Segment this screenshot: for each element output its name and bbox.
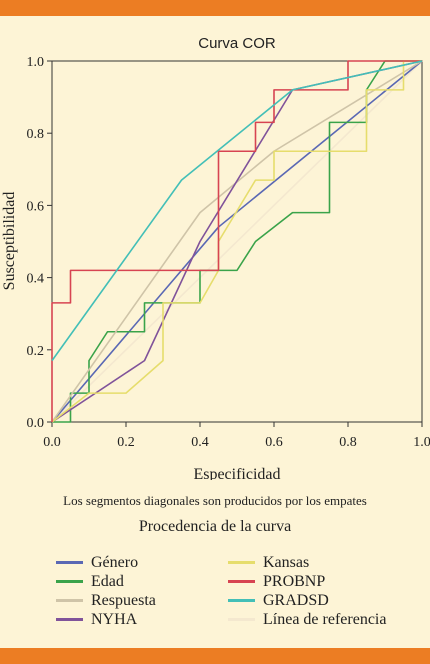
legend-swatch [56, 580, 83, 583]
legend-item-gradsd: GRADSD [228, 591, 329, 610]
top-banner [0, 0, 430, 16]
legend-swatch [228, 561, 255, 564]
legend-item-kansas: Kansas [228, 553, 309, 572]
x-axis-label: Especificidad [193, 466, 280, 480]
legend-item-nyha: NYHA [56, 610, 137, 629]
legend-label: GRADSD [263, 591, 329, 609]
series-line-probnp [51, 60, 422, 422]
legend-label: Género [91, 553, 139, 571]
x-tick-label: 0.4 [191, 435, 209, 450]
legend-title: Procedencia de la curva [138, 518, 292, 535]
x-tick-label: 1.0 [413, 435, 430, 450]
legend-swatch [56, 561, 83, 564]
legend-label: Línea de referencia [263, 610, 387, 628]
y-axis-label: Susceptibilidad [1, 192, 18, 291]
legend-label: Kansas [263, 553, 310, 571]
series-line-linea-de-referencia [51, 60, 423, 423]
legend-swatch [56, 618, 83, 621]
chart-note: Los segmentos diagonales son producidos … [63, 493, 367, 508]
y-tick-label: 0.0 [27, 416, 45, 431]
legend-item-respuesta: Respuesta [56, 591, 156, 610]
x-tick-label: 0.2 [117, 435, 135, 450]
series-line-gradsd [51, 60, 423, 362]
legend-item-probnp: PROBNP [228, 572, 325, 591]
y-tick-label: 0.4 [27, 272, 45, 287]
y-tick-label: 0.2 [27, 344, 45, 359]
chart-title: Curva COR [198, 35, 276, 52]
plot-frame [51, 60, 423, 423]
series-line-kansas [51, 60, 422, 423]
legend-swatch [228, 599, 255, 602]
roc-chart: Curva COR 0.0 0.2 0.4 0.6 0.8 1.0 0.0 0.2 0.4 0.6… [1, 35, 430, 480]
legend-item-genero: Género [56, 553, 138, 572]
x-tick-label: 0.8 [339, 435, 357, 450]
legend-item-linea-de-referencia: Línea de referencia [228, 610, 386, 629]
legend-label: Respuesta [91, 591, 156, 609]
legend-swatch [56, 599, 83, 602]
x-tick-label: 0.0 [43, 435, 61, 450]
legend-label: NYHA [91, 610, 138, 628]
y-tick-label: 1.0 [27, 55, 45, 70]
bottom-banner [0, 648, 430, 664]
legend-swatch [228, 618, 255, 621]
y-tick-label: 0.8 [27, 127, 45, 142]
legend-label: PROBNP [263, 572, 326, 590]
x-tick-label: 0.6 [265, 435, 283, 450]
y-tick-label: 0.6 [27, 199, 45, 214]
legend-item-edad: Edad [56, 572, 124, 591]
legend-label: Edad [91, 572, 124, 590]
legend-swatch [228, 580, 255, 583]
